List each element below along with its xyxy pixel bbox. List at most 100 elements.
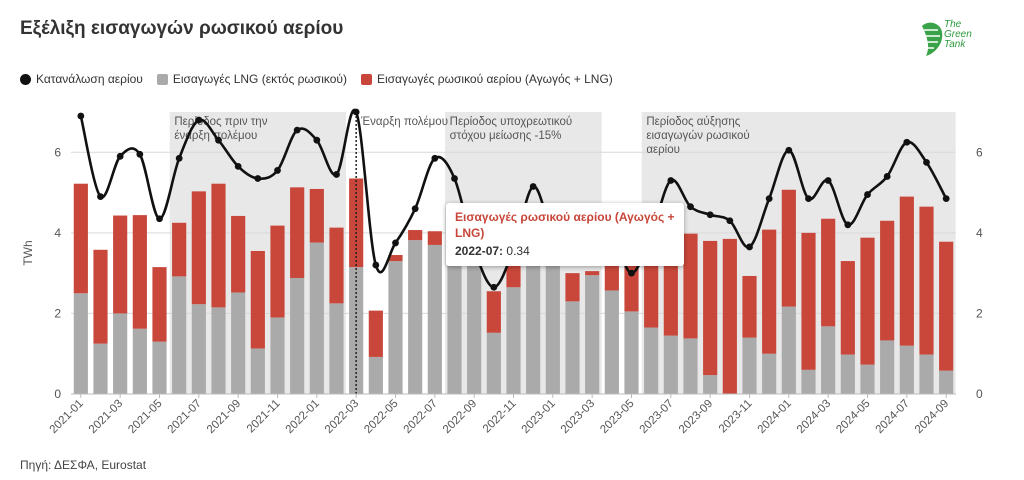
bar-lng-2021-02	[93, 343, 108, 394]
consumption-point-2023-09	[706, 211, 714, 219]
bar-russian-2023-03	[585, 271, 600, 276]
bar-russian-2023-10	[722, 238, 737, 394]
period-label-2-line-2: στόχου μείωσης -15%	[450, 130, 562, 142]
bar-russian-2021-06	[172, 222, 187, 277]
x-tick-label-2024-01: 2024-01	[756, 398, 794, 436]
x-tick-label-2022-09: 2022-09	[441, 398, 479, 436]
bar-russian-2022-10	[486, 291, 501, 333]
bar-lng-2022-02	[329, 303, 344, 394]
consumption-point-2021-12	[293, 126, 301, 134]
bar-lng-2023-03	[585, 275, 600, 394]
x-tick-label-2022-01: 2022-01	[284, 398, 322, 436]
bar-russian-2024-02	[801, 232, 816, 370]
bar-lng-2022-09	[467, 253, 482, 394]
bar-russian-2021-05	[152, 267, 167, 342]
chart-title: Εξέλιξη εισαγωγών ρωσικού αερίου	[20, 18, 344, 39]
bar-russian-2021-03	[113, 215, 128, 314]
consumption-point-2024-06	[883, 173, 891, 180]
the-green-tank-logo: The Green Tank	[918, 18, 988, 62]
bar-lng-2022-01	[309, 242, 324, 394]
y-tick-left-0: 0	[54, 387, 61, 401]
bar-russian-2024-06	[880, 220, 895, 341]
x-tick-label-2024-09: 2024-09	[913, 398, 951, 436]
bar-russian-2021-09	[231, 215, 246, 293]
x-tick-label-2022-05: 2022-05	[362, 398, 400, 436]
bar-lng-2022-08	[447, 248, 462, 394]
bar-lng-2023-02	[565, 301, 580, 394]
y-tick-right-2: 2	[976, 306, 983, 320]
bar-lng-2023-01	[545, 265, 560, 394]
legend-item-lng[interactable]: Εισαγωγές LNG (εκτός ρωσικού)	[156, 72, 347, 86]
bar-russian-2024-04	[840, 261, 855, 355]
consumption-point-2023-12	[765, 195, 773, 203]
bar-russian-2023-11	[742, 275, 757, 338]
consumption-point-2021-02	[97, 193, 104, 201]
bar-russian-2024-05	[860, 237, 875, 365]
bar-russian-2022-05	[388, 255, 403, 262]
y-tick-right-4: 4	[976, 226, 983, 240]
consumption-point-2021-06	[175, 154, 183, 162]
x-tick-label-2022-03: 2022-03	[323, 398, 361, 436]
bar-lng-2021-01	[73, 293, 88, 394]
consumption-point-2024-07	[903, 138, 911, 146]
y-tick-left-6: 6	[54, 145, 61, 159]
consumption-point-2021-05	[156, 215, 163, 223]
bar-lng-2024-06	[880, 340, 895, 394]
x-tick-label-2023-11: 2023-11	[717, 398, 755, 436]
y-tick-right-6: 6	[976, 145, 983, 159]
y-tick-right-0: 0	[976, 387, 983, 401]
consumption-point-2024-03	[824, 177, 832, 184]
bar-lng-2023-07	[663, 335, 678, 394]
bar-lng-2024-02	[801, 369, 816, 394]
y-tick-left-2: 2	[54, 306, 61, 320]
bar-lng-2021-10	[250, 348, 265, 394]
period-label-1-line-1: Περίοδος πριν την	[174, 116, 267, 128]
x-tick-label-2023-07: 2023-07	[638, 398, 676, 436]
consumption-point-2024-08	[923, 158, 930, 166]
chart-legend: Κατανάλωση αερίου Εισαγωγές LNG (εκτός ρ…	[20, 72, 627, 86]
bar-lng-2022-05	[388, 261, 403, 394]
bar-lng-2024-08	[919, 354, 934, 394]
bar-lng-2022-11	[506, 287, 521, 394]
consumption-point-2022-04	[372, 261, 380, 269]
consumption-point-2021-07	[195, 116, 203, 124]
legend-swatch-russian	[360, 73, 372, 85]
legend-item-russian[interactable]: Εισαγωγές ρωσικού αερίου (Αγωγός + LNG)	[360, 72, 613, 86]
consumption-point-2024-01	[785, 146, 793, 154]
legend-swatch-lng	[156, 73, 168, 85]
bar-lng-2024-07	[899, 345, 914, 394]
bar-lng-2024-04	[840, 354, 855, 394]
bar-russian-2024-08	[919, 206, 934, 355]
bar-russian-2021-04	[132, 215, 147, 329]
x-tick-label-2024-07: 2024-07	[874, 398, 912, 436]
consumption-point-2022-01	[313, 136, 321, 144]
consumption-point-2022-07	[431, 154, 439, 162]
bar-russian-2021-01	[73, 183, 88, 294]
consumption-point-2021-09	[234, 162, 242, 170]
consumption-point-2023-07	[667, 177, 675, 184]
chart-tooltip: Εισαγωγές ρωσικού αερίου (Αγωγός + LNG) …	[446, 203, 684, 266]
y-axis-label: TWh	[21, 240, 35, 265]
x-tick-label-2022-11: 2022-11	[481, 398, 519, 436]
x-tick-label-2023-03: 2023-03	[559, 398, 597, 436]
legend-item-consumption[interactable]: Κατανάλωση αερίου	[20, 72, 143, 86]
consumption-point-2023-05	[628, 269, 635, 277]
bar-russian-2024-07	[899, 196, 914, 346]
period-label-3-line-2: εισαγωγών ρωσικού	[646, 130, 749, 142]
bar-lng-2024-01	[781, 306, 796, 394]
bar-russian-2022-04	[368, 310, 383, 357]
legend-label-russian: Εισαγωγές ρωσικού αερίου (Αγωγός + LNG)	[376, 72, 613, 86]
bar-russian-2021-08	[211, 183, 226, 308]
consumption-point-2024-05	[864, 191, 871, 198]
bar-lng-2023-11	[742, 337, 757, 394]
x-tick-label-2024-03: 2024-03	[795, 398, 833, 436]
bar-russian-2021-02	[93, 249, 108, 344]
bar-russian-2022-07	[427, 231, 442, 245]
consumption-point-2021-04	[136, 150, 144, 158]
bar-russian-2023-09	[703, 240, 718, 376]
x-tick-label-2021-09: 2021-09	[205, 398, 243, 436]
x-tick-label-2023-05: 2023-05	[598, 398, 636, 436]
bar-russian-2021-11	[270, 225, 285, 318]
bar-russian-2023-02	[565, 273, 580, 302]
bar-russian-2022-02	[329, 227, 344, 304]
